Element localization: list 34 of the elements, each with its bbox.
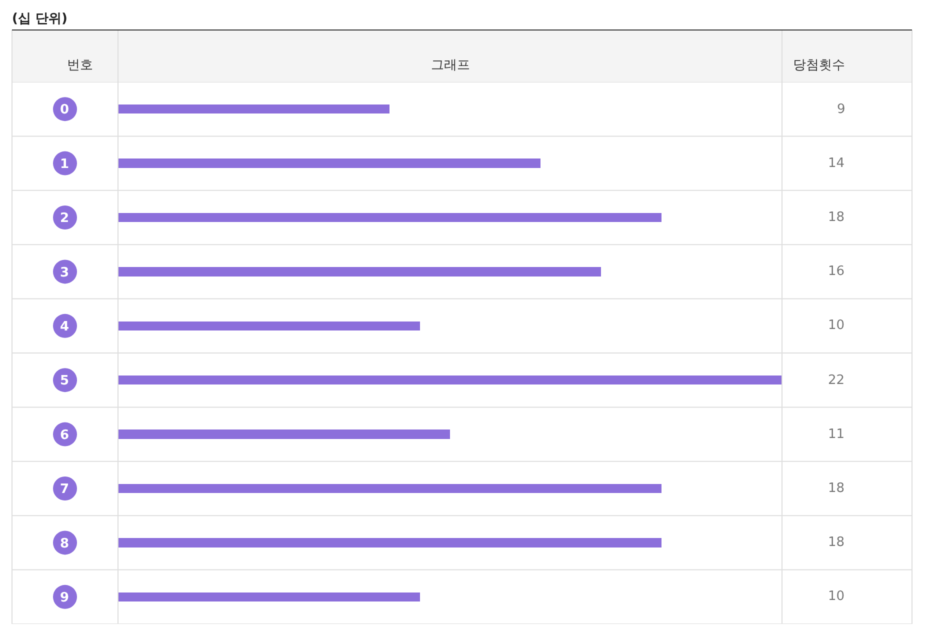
- bar: [118, 212, 662, 222]
- bar: [118, 375, 782, 385]
- data-label: 10: [828, 318, 845, 333]
- data-label: 16: [828, 264, 845, 279]
- y-tick-label: 1: [60, 156, 69, 172]
- data-label: 9: [837, 102, 846, 117]
- data-label: 22: [828, 373, 845, 388]
- y-axis-title: 번호: [67, 58, 93, 73]
- bar: [118, 430, 450, 439]
- data-label: 18: [828, 535, 845, 550]
- y-tick-label: 7: [60, 482, 69, 498]
- bar: [118, 267, 601, 276]
- y-tick-label: 8: [60, 536, 69, 552]
- data-label: 10: [828, 589, 845, 604]
- data-label: 14: [828, 156, 845, 171]
- y-tick-label: 9: [60, 590, 69, 606]
- y-tick-label: 0: [60, 102, 69, 118]
- y-tick-label: 6: [60, 428, 69, 443]
- bar: [118, 538, 662, 548]
- bar: [118, 158, 541, 168]
- data-label: 18: [828, 210, 845, 225]
- data-label: 18: [828, 481, 845, 496]
- y-tick-label: 5: [60, 374, 69, 389]
- bar: [118, 592, 420, 602]
- bar: [118, 104, 390, 114]
- x-axis-title: 그래프: [431, 58, 470, 73]
- chart-title: (십 단위): [12, 12, 68, 27]
- text: 당첨횟수: [793, 58, 845, 73]
- y-tick-label: 2: [60, 211, 69, 226]
- y-tick-label: 3: [60, 265, 69, 280]
- bar: [118, 321, 420, 331]
- y-tick-label: 4: [60, 319, 69, 334]
- data-label: 11: [828, 427, 845, 442]
- bar: [118, 484, 662, 494]
